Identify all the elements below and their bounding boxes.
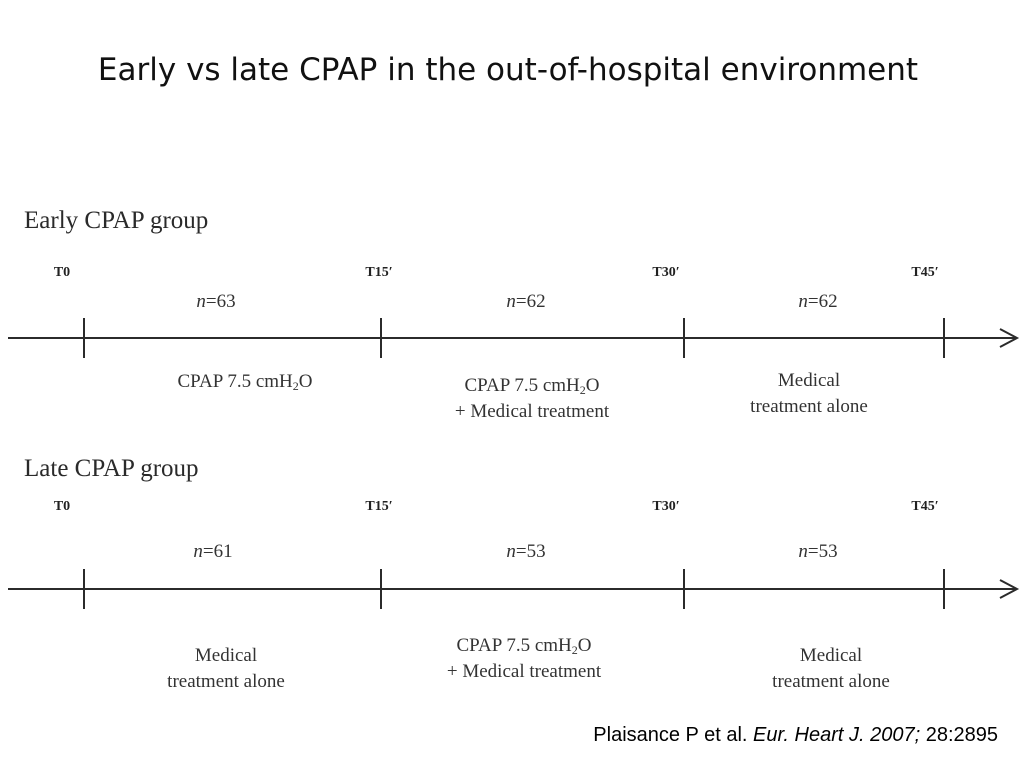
late-timepoint-label: T15′: [365, 499, 393, 514]
late-timepoint-label: T45′: [911, 499, 939, 514]
late-phase1-treatment: Medical treatment alone: [167, 645, 285, 692]
early-phase1-treatment: CPAP 7.5 cmH2O: [177, 371, 313, 393]
late-timepoint-label: T30′: [652, 499, 680, 514]
late-phase2-treatment: CPAP 7.5 cmH2O + Medical treatment: [446, 635, 602, 682]
early-timepoint-label: T15′: [365, 265, 393, 280]
late-group-title: Late CPAP group: [24, 455, 199, 482]
early-timepoint-label: T0: [53, 265, 71, 280]
citation-authors: Plaisance P et al.: [593, 724, 748, 746]
late-sample-size: n=53: [506, 541, 546, 562]
late-sample-size: n=53: [798, 541, 838, 562]
early-timepoint-label: T45′: [911, 265, 939, 280]
early-phase3-treatment: Medical treatment alone: [750, 370, 868, 417]
slide-title: Early vs late CPAP in the out-of-hospita…: [97, 52, 919, 88]
late-sample-size: n=61: [193, 541, 233, 562]
late-timepoint-label: T0: [53, 499, 71, 514]
citation-journal: Eur. Heart J. 2007;: [753, 724, 921, 746]
early-sample-size: n=62: [798, 291, 838, 312]
late-phase3-treatment: Medical treatment alone: [772, 645, 890, 692]
late-timeline: [8, 569, 1020, 609]
early-group-title: Early CPAP group: [24, 207, 209, 234]
citation: Plaisance P et al. Eur. Heart J. 2007; 2…: [593, 724, 998, 747]
early-sample-size: n=62: [506, 291, 546, 312]
citation-ref: 28:2895: [925, 724, 998, 746]
early-axis-arrowhead: [999, 328, 1020, 348]
early-timepoint-label: T30′: [652, 265, 680, 280]
early-sample-size: n=63: [196, 291, 236, 312]
early-phase2-treatment: CPAP 7.5 cmH2O + Medical treatment: [454, 375, 610, 422]
late-axis-arrowhead: [999, 579, 1020, 599]
early-timeline: [8, 318, 1020, 358]
